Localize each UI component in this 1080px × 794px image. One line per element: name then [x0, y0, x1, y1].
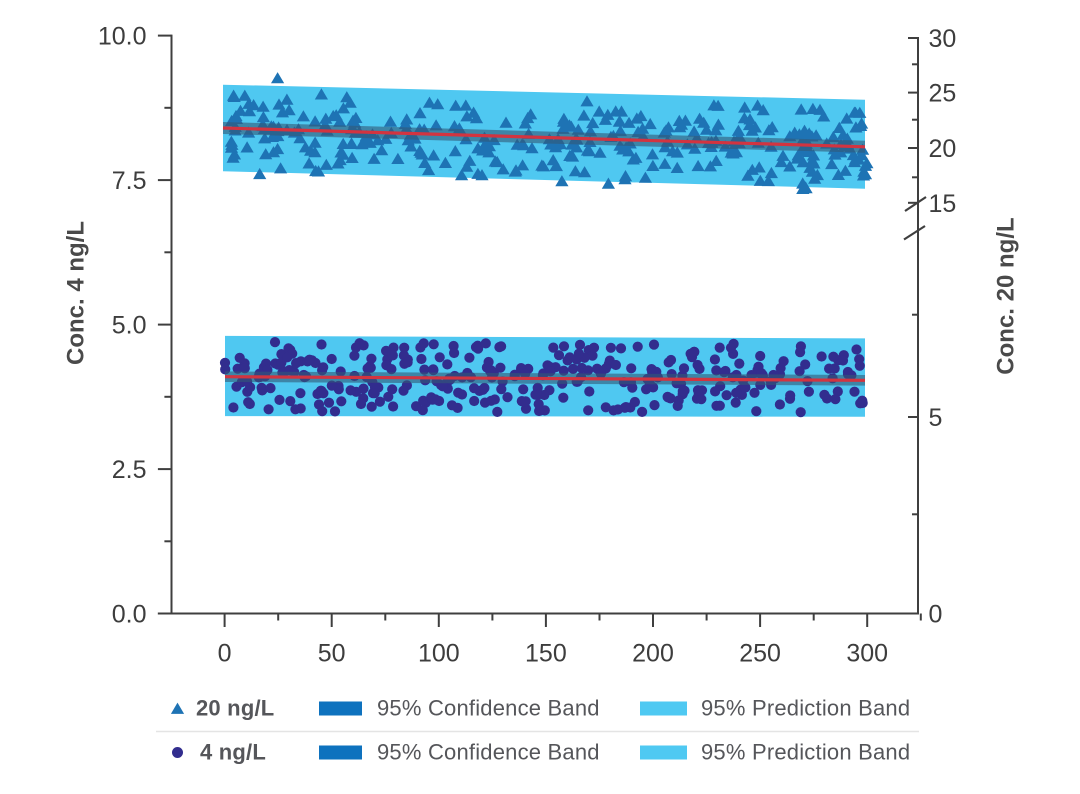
svg-text:10.0: 10.0	[98, 23, 147, 51]
svg-text:20 ng/L: 20 ng/L	[196, 696, 274, 721]
svg-text:50: 50	[318, 640, 346, 668]
svg-text:0.0: 0.0	[112, 601, 147, 629]
svg-text:7.5: 7.5	[112, 167, 147, 195]
svg-text:300: 300	[846, 640, 888, 668]
svg-text:5.0: 5.0	[112, 312, 147, 340]
svg-text:Conc. 20 ng/L: Conc. 20 ng/L	[993, 217, 1020, 374]
svg-text:95% Confidence Band: 95% Confidence Band	[377, 696, 600, 721]
svg-text:15: 15	[929, 190, 957, 218]
svg-text:2.5: 2.5	[112, 456, 147, 484]
svg-text:30: 30	[929, 25, 957, 53]
svg-text:250: 250	[739, 640, 781, 668]
svg-text:100: 100	[418, 640, 460, 668]
svg-text:0: 0	[929, 601, 943, 629]
svg-text:5: 5	[929, 404, 943, 432]
svg-text:95% Prediction Band: 95% Prediction Band	[701, 696, 910, 721]
svg-text:150: 150	[525, 640, 567, 668]
svg-text:20: 20	[929, 135, 957, 163]
svg-text:4 ng/L: 4 ng/L	[200, 740, 266, 765]
svg-text:95% Confidence Band: 95% Confidence Band	[377, 740, 600, 765]
svg-text:200: 200	[632, 640, 674, 668]
svg-text:95% Prediction Band: 95% Prediction Band	[701, 740, 910, 765]
svg-text:0: 0	[218, 640, 232, 668]
svg-text:Conc. 4 ng/L: Conc. 4 ng/L	[63, 221, 90, 365]
svg-text:25: 25	[929, 80, 957, 108]
